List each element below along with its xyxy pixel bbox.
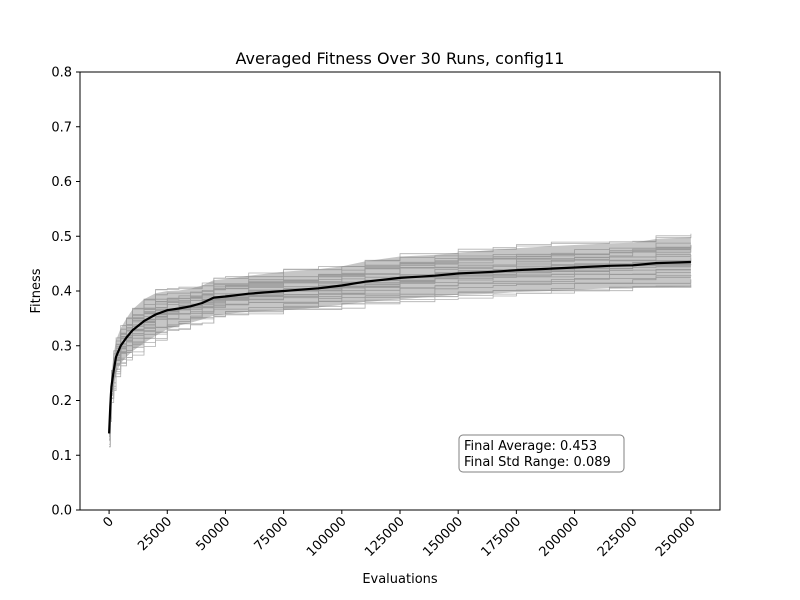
run-line [109, 275, 692, 440]
y-axis-label: Fitness [29, 268, 44, 313]
annotation-box [458, 434, 625, 473]
std-band [109, 237, 691, 445]
std-band-group [109, 237, 691, 445]
x-axis-label: Evaluations [362, 572, 438, 587]
y-tick-label: 0.3 [51, 339, 72, 354]
y-axis-ticks: 0.0 0.1 0.2 0.3 0.4 0.5 0.6 0.7 0.8 [51, 66, 80, 519]
y-tick-label: 0.1 [51, 449, 72, 464]
y-tick-label: 0.2 [51, 394, 72, 409]
annotation-final-std-range: Final Std Range: 0.089 [464, 455, 611, 470]
y-tick-label: 0.0 [51, 504, 72, 519]
mean-line-group [108, 260, 691, 434]
run-line [109, 235, 691, 423]
y-tick-label: 0.6 [51, 175, 72, 190]
y-tick-label: 0.7 [51, 120, 72, 135]
y-tick-label: 0.8 [51, 66, 72, 81]
stats-annotation: Final Average: 0.453 Final Std Range: 0.… [458, 434, 625, 473]
mean-line [108, 260, 691, 434]
annotation-final-average: Final Average: 0.453 [464, 439, 597, 454]
run-line [109, 279, 692, 441]
y-tick-label: 0.5 [51, 230, 72, 245]
chart-title: Averaged Fitness Over 30 Runs, config11 [236, 49, 565, 68]
y-tick-label: 0.4 [51, 285, 72, 300]
run-line [109, 248, 691, 429]
